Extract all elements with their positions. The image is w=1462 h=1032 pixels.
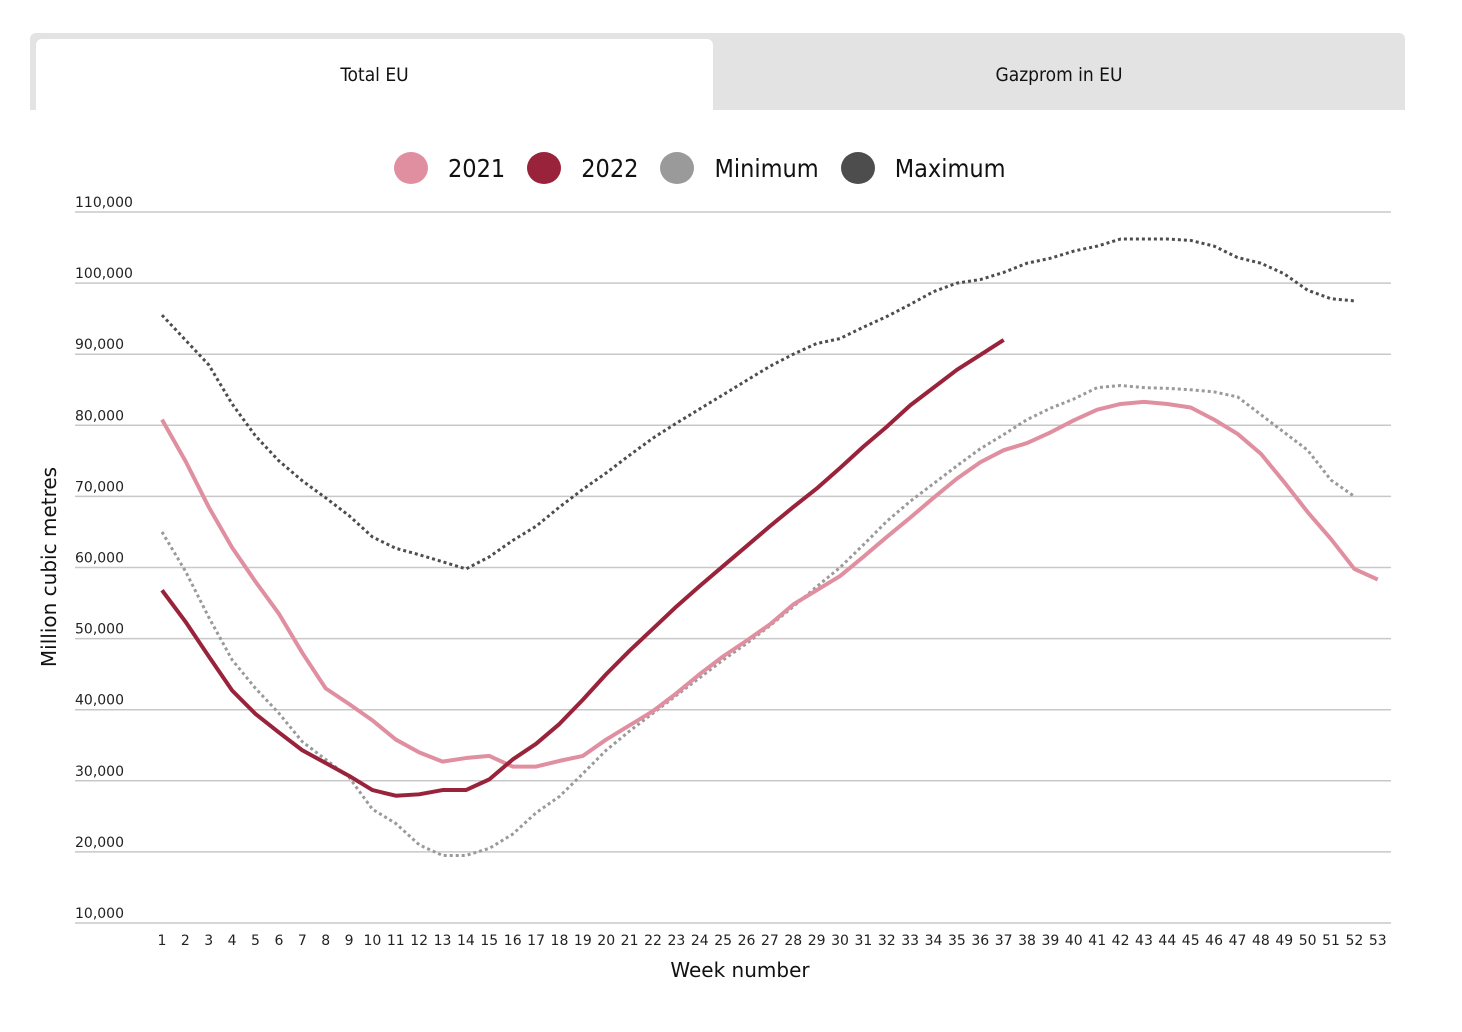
- x-tick-label: 51: [1322, 933, 1340, 949]
- x-tick-label: 53: [1369, 933, 1387, 949]
- legend-swatch-icon: [394, 152, 428, 184]
- series-line-maximum: [160, 237, 1355, 571]
- legend-swatch-icon: [840, 152, 875, 184]
- x-tick-label: 27: [761, 933, 779, 949]
- series-line-minimum: [160, 383, 1356, 857]
- x-tick-label: 36: [971, 933, 989, 949]
- x-tick-label: 33: [901, 933, 919, 949]
- x-tick-label: 30: [831, 933, 849, 949]
- x-tick-label: 26: [738, 933, 756, 949]
- x-tick-label: 38: [1018, 933, 1036, 949]
- x-tick-label: 28: [784, 933, 802, 949]
- y-tick-label: 80,000: [75, 408, 124, 424]
- x-tick-label: 19: [574, 933, 592, 949]
- x-tick-label: 49: [1275, 933, 1293, 949]
- x-tick-label: 24: [691, 933, 709, 949]
- x-tick-label: 44: [1158, 933, 1176, 949]
- legend-item-2022[interactable]: 2022: [527, 152, 638, 184]
- x-tick-label: 39: [1042, 933, 1060, 949]
- x-tick-label: 15: [480, 933, 498, 949]
- y-tick-label: 40,000: [75, 693, 124, 709]
- y-tick-label: 60,000: [75, 551, 124, 567]
- y-tick-label: 30,000: [75, 764, 124, 780]
- x-tick-label: 29: [808, 933, 826, 949]
- x-tick-label: 23: [667, 933, 685, 949]
- legend-swatch-icon: [660, 152, 695, 184]
- x-tick-label: 22: [644, 933, 662, 949]
- chart-legend: 2021 2022 Minimum Maximum: [394, 152, 1028, 184]
- x-tick-label: 8: [321, 933, 330, 949]
- y-tick-label: 70,000: [75, 479, 124, 495]
- legend-item-minimum[interactable]: Minimum: [660, 152, 819, 184]
- x-tick-label: 18: [551, 933, 569, 949]
- x-axis-title: Week number: [670, 958, 810, 982]
- x-tick-label: 37: [995, 933, 1013, 949]
- x-tick-label: 34: [925, 933, 943, 949]
- tab-gazprom-in-eu[interactable]: Gazprom in EU: [995, 63, 1123, 86]
- x-tick-label: 46: [1205, 933, 1223, 949]
- x-tick-label: 52: [1345, 933, 1363, 949]
- x-tick-label: 20: [597, 933, 615, 949]
- x-tick-label: 5: [251, 933, 260, 949]
- tab-total-eu[interactable]: Total EU: [36, 39, 713, 110]
- x-tick-label: 43: [1135, 933, 1153, 949]
- legend-label: Minimum: [714, 153, 819, 183]
- x-tick-label: 4: [228, 933, 237, 949]
- x-tick-label: 48: [1252, 933, 1270, 949]
- x-tick-label: 50: [1299, 933, 1317, 949]
- x-tick-label: 40: [1065, 933, 1083, 949]
- x-tick-label: 14: [457, 933, 475, 949]
- y-tick-label: 110,000: [75, 195, 133, 211]
- x-tick-label: 2: [181, 933, 190, 949]
- legend-item-maximum[interactable]: Maximum: [840, 152, 1006, 184]
- x-tick-label: 16: [504, 933, 522, 949]
- x-tick-label: 10: [364, 933, 382, 949]
- legend-label: 2021: [448, 153, 506, 183]
- x-tick-label: 11: [387, 933, 405, 949]
- x-tick-label: 45: [1182, 933, 1200, 949]
- y-axis-title: Million cubic metres: [37, 467, 61, 667]
- legend-swatch-icon: [527, 152, 562, 184]
- y-tick-label: 100,000: [75, 266, 133, 282]
- legend-label: 2022: [581, 153, 639, 183]
- x-tick-label: 35: [948, 933, 966, 949]
- series-line-2021: [160, 399, 1379, 769]
- legend-item-2021[interactable]: 2021: [394, 152, 505, 184]
- x-tick-label: 3: [204, 933, 213, 949]
- x-tick-label: 21: [621, 933, 639, 949]
- x-tick-label: 7: [298, 933, 307, 949]
- y-tick-label: 50,000: [75, 622, 124, 638]
- x-tick-label: 32: [878, 933, 896, 949]
- x-tick-label: 42: [1112, 933, 1130, 949]
- x-tick-label: 41: [1088, 933, 1106, 949]
- x-tick-label: 47: [1229, 933, 1247, 949]
- x-tick-label: 17: [527, 933, 545, 949]
- x-tick-label: 31: [854, 933, 872, 949]
- x-tick-label: 13: [434, 933, 452, 949]
- x-tick-label: 6: [274, 933, 283, 949]
- y-tick-label: 20,000: [75, 835, 124, 851]
- x-tick-label: 12: [410, 933, 428, 949]
- y-tick-label: 10,000: [75, 906, 124, 922]
- x-tick-label: 25: [714, 933, 732, 949]
- x-tick-label: 1: [158, 933, 167, 949]
- legend-label: Maximum: [894, 153, 1006, 183]
- x-tick-label: 9: [345, 933, 354, 949]
- tab-bar: Total EU Gazprom in EU: [30, 33, 1405, 110]
- y-tick-label: 90,000: [75, 337, 124, 353]
